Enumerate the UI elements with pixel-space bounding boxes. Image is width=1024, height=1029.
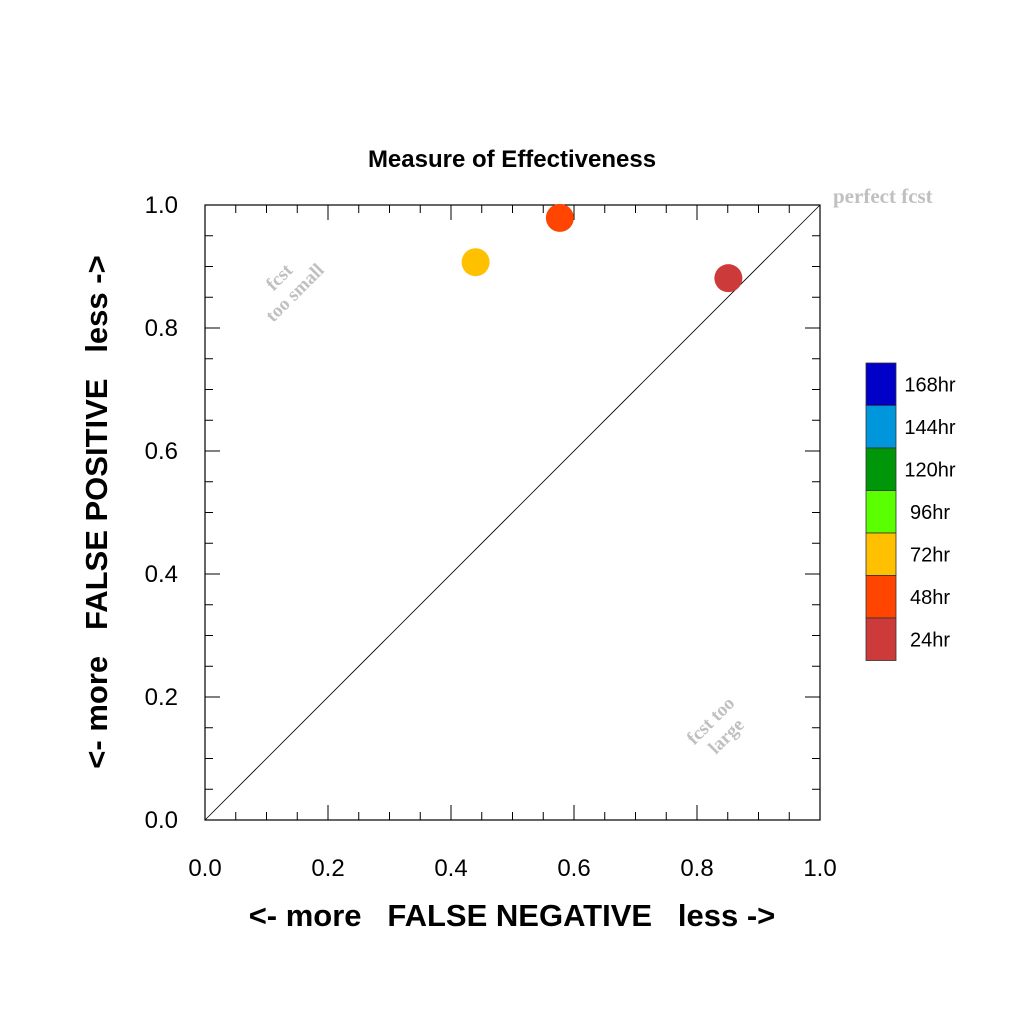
y-tick-label: 1.0	[145, 192, 178, 219]
x-tick-label: 0.4	[434, 855, 467, 882]
data-point-48hr	[545, 203, 574, 232]
legend-label-168hr: 168hr	[904, 374, 955, 396]
legend: 168hr 144hr 120hr 96hr 72hr 48hr 24hr	[865, 362, 956, 661]
y-tick-label: 0.6	[145, 438, 178, 465]
annotation-fcst-too-large: fcst too large	[683, 693, 749, 759]
y-tick-label: 0.0	[145, 807, 178, 834]
legend-label-48hr: 48hr	[910, 587, 950, 609]
legend-label-120hr: 120hr	[904, 459, 955, 481]
legend-swatch-96hr	[865, 490, 897, 534]
x-tick-label: 1.0	[803, 855, 836, 882]
legend-swatch-72hr	[865, 532, 897, 576]
data-point-24hr	[714, 264, 743, 293]
legend-swatch-120hr	[865, 447, 897, 491]
legend-swatch-48hr	[865, 575, 897, 619]
legend-label-144hr: 144hr	[904, 417, 955, 439]
chart-title: Measure of Effectiveness	[368, 146, 656, 173]
data-points	[461, 203, 743, 293]
x-tick-label: 0.6	[557, 855, 590, 882]
x-axis-label: <- more FALSE NEGATIVE less ->	[249, 898, 776, 933]
annotation-fcst-too-small: fcst too small	[262, 260, 329, 327]
annotation-perfect-fcst: perfect fcst	[833, 184, 933, 208]
legend-swatch-168hr	[865, 362, 897, 406]
x-tick-label: 0.8	[680, 855, 713, 882]
legend-label-24hr: 24hr	[910, 629, 950, 651]
x-tick-label: 0.0	[188, 855, 221, 882]
axis-ticks	[204, 204, 821, 821]
perfect-forecast-diagonal	[204, 204, 821, 821]
legend-label-96hr: 96hr	[910, 502, 950, 524]
x-tick-label: 0.2	[311, 855, 344, 882]
axis-tick-labels: 0.0 0.2 0.4 0.6 0.8 1.0 0.0 0.2 0.4 0.6 0.8 1.0	[145, 192, 837, 882]
y-tick-label: 0.2	[145, 684, 178, 711]
y-tick-label: 0.8	[145, 315, 178, 342]
data-point-72hr	[461, 248, 490, 277]
legend-label-72hr: 72hr	[910, 544, 950, 566]
y-axis-label: <- more FALSE POSITIVE less ->	[79, 255, 114, 768]
legend-swatch-144hr	[865, 405, 897, 449]
legend-swatch-24hr	[865, 617, 897, 661]
y-tick-label: 0.4	[145, 561, 178, 588]
